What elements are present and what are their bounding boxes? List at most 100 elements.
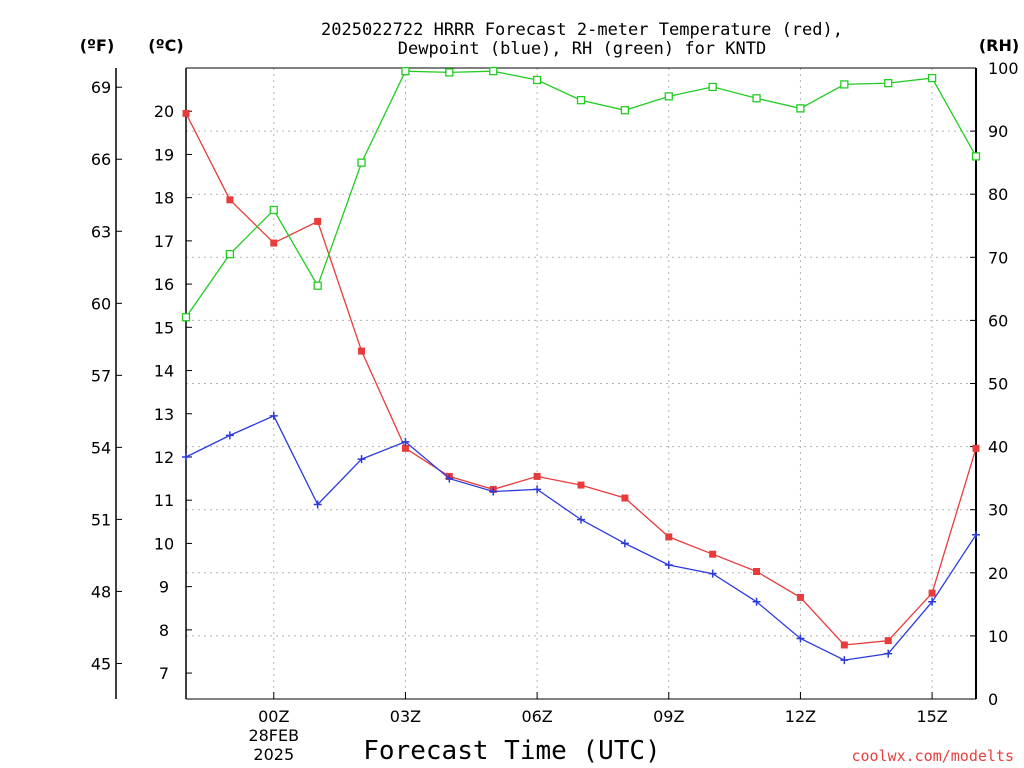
temperature-point <box>796 593 804 601</box>
celsius-tick-label: 11 <box>154 491 174 510</box>
rh-point <box>313 281 322 290</box>
temperature-line <box>185 113 977 646</box>
fahrenheit-tick-label: 66 <box>91 150 111 169</box>
dewpoint-point <box>708 569 717 578</box>
rh-tick-label: 20 <box>988 564 1008 583</box>
time-tick-label: 03Z <box>390 707 421 726</box>
rh-point <box>576 96 586 105</box>
rh-point <box>796 104 805 113</box>
celsius-tick-label: 8 <box>159 621 169 640</box>
rh-point <box>971 152 981 161</box>
celsius-tick-label: 9 <box>159 578 169 597</box>
x-axis-title: Forecast Time (UTC) <box>363 736 660 766</box>
temperature-point <box>314 217 322 225</box>
celsius-tick-label: 15 <box>154 318 174 337</box>
temperature-point <box>226 196 234 204</box>
celsius-tick-label: 17 <box>154 232 174 251</box>
rh-point <box>225 249 235 259</box>
temperature-point <box>621 494 629 502</box>
rh-point <box>357 158 366 167</box>
dewpoint-point <box>577 515 585 524</box>
grid-layer <box>186 67 976 700</box>
fahrenheit-tick-label: 60 <box>91 294 111 313</box>
rh-tick-label: 100 <box>988 59 1019 78</box>
rh-tick-label: 0 <box>988 690 998 709</box>
temperature-point <box>182 109 190 117</box>
celsius-tick-label: 18 <box>154 189 174 208</box>
dewpoint-point <box>664 561 673 570</box>
dewpoint-point <box>182 452 190 461</box>
rh-point <box>840 80 849 89</box>
dewpoint-line <box>185 415 977 661</box>
celsius-tick-label: 16 <box>154 275 174 294</box>
dewpoint-point <box>620 539 629 548</box>
rh-point <box>664 92 673 101</box>
rh-tick-label: 50 <box>988 375 1008 394</box>
rh-line <box>185 70 977 318</box>
rh-point <box>181 313 191 322</box>
fahrenheit-tick-label: 51 <box>91 510 111 529</box>
celsius-tick-label: 7 <box>159 664 169 683</box>
temperature-point <box>884 637 892 645</box>
dewpoint-point <box>445 474 454 483</box>
fahrenheit-axis-label: (ºF) <box>80 36 115 55</box>
dewpoint-point <box>840 656 849 665</box>
temperature-point <box>270 239 278 247</box>
temperature-point <box>972 444 980 452</box>
rh-axis-label: (RH) <box>979 36 1019 55</box>
temperature-point <box>709 550 717 558</box>
time-tick-label: 15Z <box>916 707 947 726</box>
time-tick-date: 28FEB <box>248 726 299 745</box>
rh-tick-label: 80 <box>988 185 1008 204</box>
rh-point <box>445 68 454 77</box>
rh-point <box>708 82 717 92</box>
rh-point <box>532 75 542 85</box>
fahrenheit-tick-label: 45 <box>91 654 111 673</box>
celsius-tick-label: 10 <box>154 534 174 553</box>
rh-tick-label: 90 <box>988 122 1008 141</box>
time-tick-label: 06Z <box>521 707 552 726</box>
temperature-point <box>401 444 409 452</box>
rh-tick-label: 70 <box>988 248 1008 267</box>
rh-point <box>927 73 937 83</box>
source-credit: coolwx.com/modelts <box>851 747 1014 765</box>
celsius-tick-label: 14 <box>154 362 174 381</box>
rh-point <box>752 94 761 103</box>
dewpoint-point <box>928 597 937 606</box>
dewpoint-point <box>884 649 893 658</box>
dewpoint-point <box>401 437 410 446</box>
celsius-tick-label: 20 <box>154 102 174 121</box>
fahrenheit-tick-label: 48 <box>91 582 111 601</box>
rh-tick-label: 10 <box>988 627 1008 646</box>
time-tick-label: 00Z <box>258 707 289 726</box>
dewpoint-point <box>796 634 805 643</box>
time-tick-label: 09Z <box>653 707 684 726</box>
series-layer <box>181 67 981 665</box>
dewpoint-point <box>357 455 366 464</box>
rh-tick-label: 40 <box>988 438 1008 457</box>
rh-point <box>489 67 498 76</box>
dewpoint-point <box>269 411 278 420</box>
chart-title-line-2: Dewpoint (blue), RH (green) for KNTD <box>398 39 766 59</box>
dewpoint-point <box>313 500 322 509</box>
temperature-point <box>358 347 366 355</box>
rh-point <box>620 106 630 115</box>
fahrenheit-tick-label: 63 <box>91 222 111 241</box>
temperature-point <box>533 472 541 480</box>
fahrenheit-tick-label: 57 <box>91 366 111 385</box>
axes-layer: 45 48 51 54 57 60 63 66 69 7 8 9 10 11 12 13 14 15 16 17 18 1… <box>91 59 1019 764</box>
rh-tick-label: 60 <box>988 311 1008 330</box>
rh-point <box>269 205 278 215</box>
time-tick-label: 12Z <box>785 707 816 726</box>
time-tick-year: 2025 <box>253 745 294 764</box>
rh-point <box>401 67 410 76</box>
temperature-point <box>665 533 673 541</box>
dewpoint-point <box>972 530 980 539</box>
chart-title-line-1: 2025022722 HRRR Forecast 2-meter Tempera… <box>321 20 843 40</box>
celsius-tick-label: 19 <box>154 145 174 164</box>
temperature-point <box>577 481 585 489</box>
fahrenheit-tick-label: 69 <box>91 78 111 97</box>
celsius-axis-label: (ºC) <box>148 36 183 55</box>
dewpoint-point <box>489 487 498 496</box>
